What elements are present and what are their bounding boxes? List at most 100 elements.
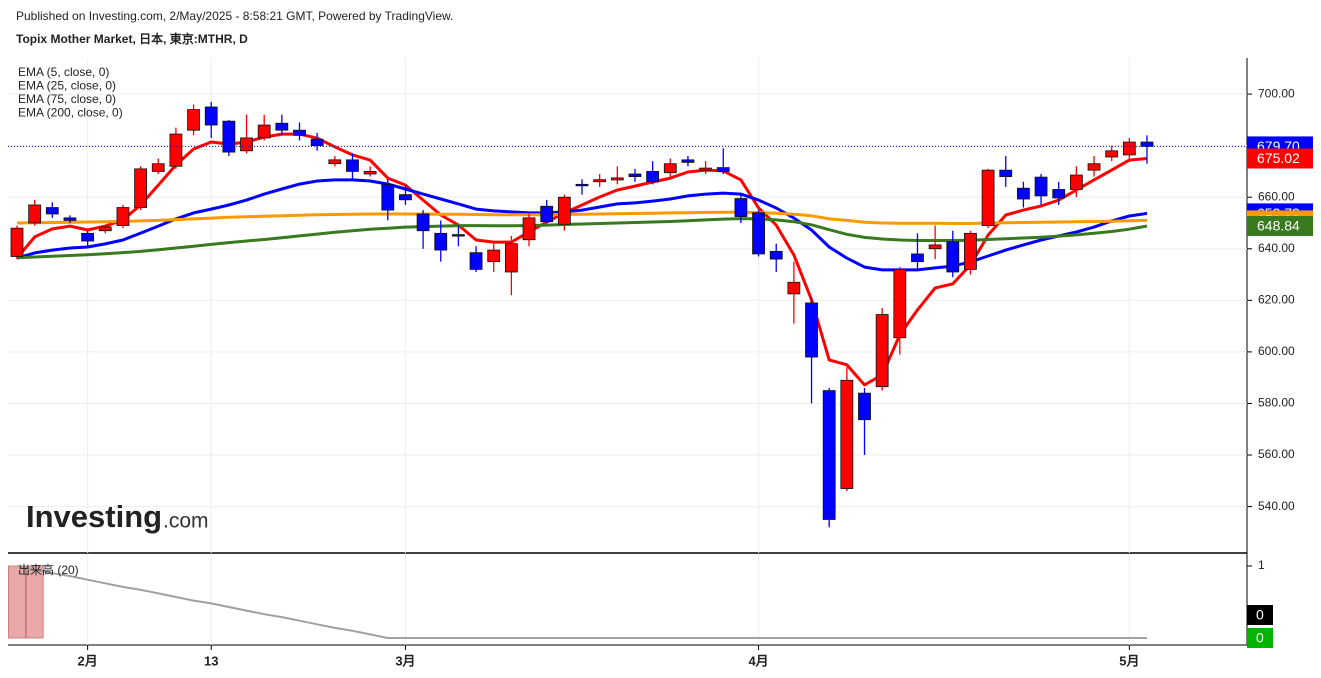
ema-line [16,217,1148,260]
ema-line [15,132,1148,387]
candle-body [646,171,660,183]
y-tick-label: 600.00 [1258,344,1295,358]
overlay: 540.00 560.00 580.00 600.00 620.00 640.00 660.… [18,65,1313,668]
volume-bar [25,565,44,639]
candle-body [875,314,889,388]
y-tick-label: 560.00 [1258,447,1295,461]
candle-body [610,177,624,181]
candle-body [10,227,24,257]
legend-label: EMA (25, close, 0) [18,79,116,93]
candle-body [240,137,253,152]
y-tick-label: 700.00 [1258,86,1295,100]
candle-body [1105,150,1119,158]
candle-body [469,252,483,270]
candle-body [893,269,907,339]
candle-body [522,217,536,241]
candle-body [45,207,59,215]
candle-body [628,173,642,177]
candle-body [63,217,77,221]
candle-body [716,167,730,172]
candle-body [134,168,147,208]
candle-body [1087,163,1101,171]
legend-label: EMA (200, close, 0) [18,106,123,120]
x-tick-label: 3月 [395,653,415,668]
candle-body [981,169,995,226]
candle-body [310,138,324,147]
logo-suffix: .com [163,510,209,533]
plot [8,101,1247,639]
candle-body [1069,174,1083,190]
legend-label: EMA (75, close, 0) [18,92,116,106]
candle-body [840,379,854,489]
candle-body [187,109,200,131]
candle-body [557,196,571,225]
candle-body [1017,187,1030,200]
candle-body [204,106,218,126]
y-tick-label: 640.00 [1258,241,1295,255]
candle-body [858,392,871,421]
candle-body [787,281,801,295]
price-badge [1247,148,1313,169]
volume-ma-line [16,565,1147,639]
y-tick-label: 1 [1258,558,1265,572]
candle-body [805,302,818,358]
candle-body [822,390,836,520]
candle-body [116,207,130,226]
volume-badge-label: 0 [1256,607,1264,623]
candle-body [946,241,960,273]
candle-body [928,244,942,250]
candle-body [752,212,765,255]
volume-badge-label: 0 [1256,630,1264,646]
candle-body [381,183,395,211]
ema-line [16,210,1148,225]
candle-body [734,198,748,217]
published-note: Published on Investing.com, 2/May/2025 -… [16,9,453,23]
candle-body [434,232,448,251]
candle-body [699,167,712,171]
volume-badge [1247,628,1273,648]
candle-body [911,253,924,263]
candle-body [575,183,589,187]
candle-body [81,232,95,242]
candle-body [1034,176,1048,197]
candle-body [593,179,607,183]
candle-body [1140,141,1154,147]
candle-body [346,159,359,172]
logo-brand: Investing [26,499,162,534]
candle-body [257,124,271,139]
y-tick-label: 660.00 [1258,189,1295,203]
volume-legend: 出来高 (20) [18,562,79,577]
candle-body [399,194,412,201]
candle-body [328,159,342,165]
volume-badge [1247,605,1273,625]
candle-body [28,204,42,224]
candle-body [1122,141,1136,156]
x-tick-label: 2月 [78,653,98,668]
candle-body [452,234,465,237]
candle-body [681,159,695,163]
candle-body [98,226,112,232]
price-badge [1247,215,1313,236]
candle-body [964,232,977,270]
candle-body [540,205,554,223]
price-badge-label: 675.02 [1257,150,1300,166]
candle-body [487,249,501,263]
candle-body [416,213,430,232]
x-tick-label: 4月 [748,653,768,668]
candle-body [222,120,236,153]
candle-body [504,243,518,273]
chart-title: Topix Mother Market, 日本, 東京:MTHR, D [16,31,248,46]
x-tick-label: 13 [204,653,218,668]
candle-body [169,133,183,167]
grid [8,58,1252,650]
candle-body [275,122,289,131]
candle-body [769,250,783,260]
candle-body [999,169,1013,177]
x-tick-label: 5月 [1119,653,1139,668]
y-tick-label: 580.00 [1258,396,1295,410]
candle-body [1052,189,1066,199]
legend-label: EMA (5, close, 0) [18,65,109,79]
